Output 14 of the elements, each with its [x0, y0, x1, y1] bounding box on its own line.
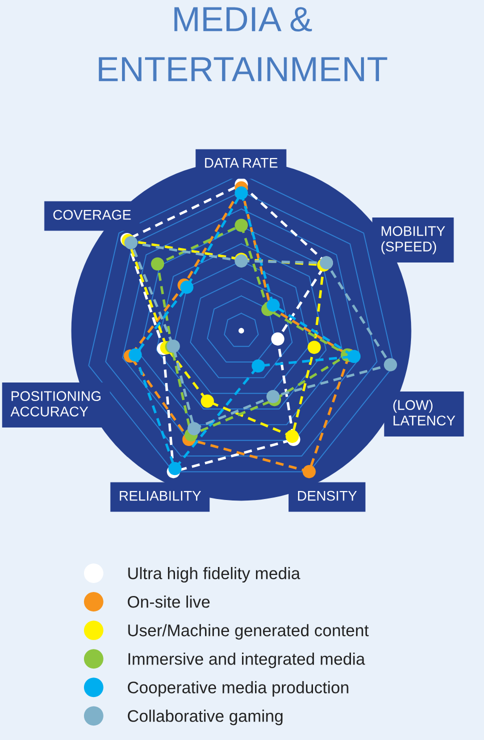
spoke-label: RELIABILITY	[120, 491, 201, 501]
legend-label: Collaborative gaming	[128, 710, 282, 726]
spoke-label: DATA RATE	[205, 158, 278, 168]
legend-label: On-site live	[128, 596, 210, 608]
chart-title: MEDIA & ENTERTAINMENT	[98, 7, 388, 82]
legend-label: User/Machine generated content	[128, 624, 369, 640]
spoke-label: MOBILITY (SPEED)	[381, 226, 446, 254]
spoke-label: POSITIONING ACCURACY	[10, 391, 100, 416]
spoke-label: DENSITY	[298, 490, 357, 501]
legend-label: Cooperative media production	[128, 681, 348, 697]
spoke-label: (LOW) LATENCY	[393, 400, 456, 426]
spoke-label: COVERAGE	[53, 210, 131, 220]
legend-label: Ultra high fidelity media	[128, 567, 300, 583]
legend-label: Immersive and integrated media	[128, 652, 366, 668]
